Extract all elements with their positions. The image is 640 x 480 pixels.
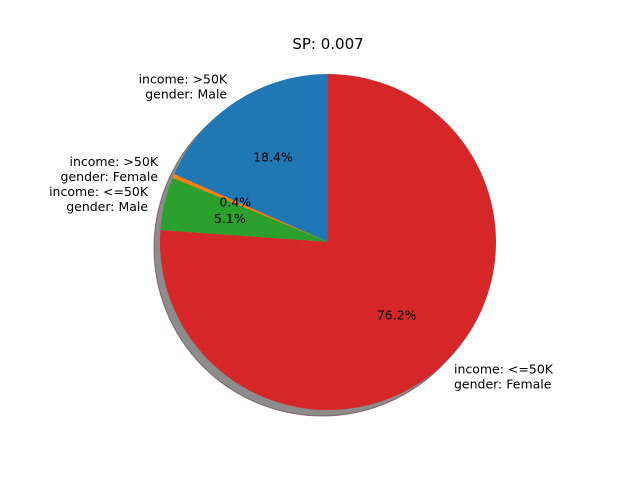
chart-title: SP: 0.007 bbox=[292, 35, 363, 53]
pie-slice-2 bbox=[160, 178, 328, 242]
slice-label-2: income: <=50K gender: Male bbox=[49, 184, 149, 214]
pie-slice-0 bbox=[174, 74, 328, 242]
slice-percent-1: 0.4% bbox=[219, 194, 251, 209]
slice-labels: income: >50K gender: Male income: >50K gend… bbox=[49, 72, 554, 392]
slice-label-3: income: <=50K gender: Female bbox=[454, 362, 554, 392]
pie-slice-3 bbox=[160, 74, 496, 410]
slice-percent-2: 5.1% bbox=[214, 211, 246, 226]
slice-percent-3: 76.2% bbox=[377, 308, 417, 323]
pie-slice-1 bbox=[172, 174, 328, 242]
slice-percent-labels: 18.4% 0.4% 5.1% 76.2% bbox=[214, 150, 417, 323]
slice-percent-0: 18.4% bbox=[253, 150, 293, 165]
pie-slices bbox=[160, 74, 496, 410]
slice-label-1: income: >50K gender: Female bbox=[61, 154, 159, 184]
slice-label-0: income: >50K gender: Male bbox=[139, 72, 228, 102]
